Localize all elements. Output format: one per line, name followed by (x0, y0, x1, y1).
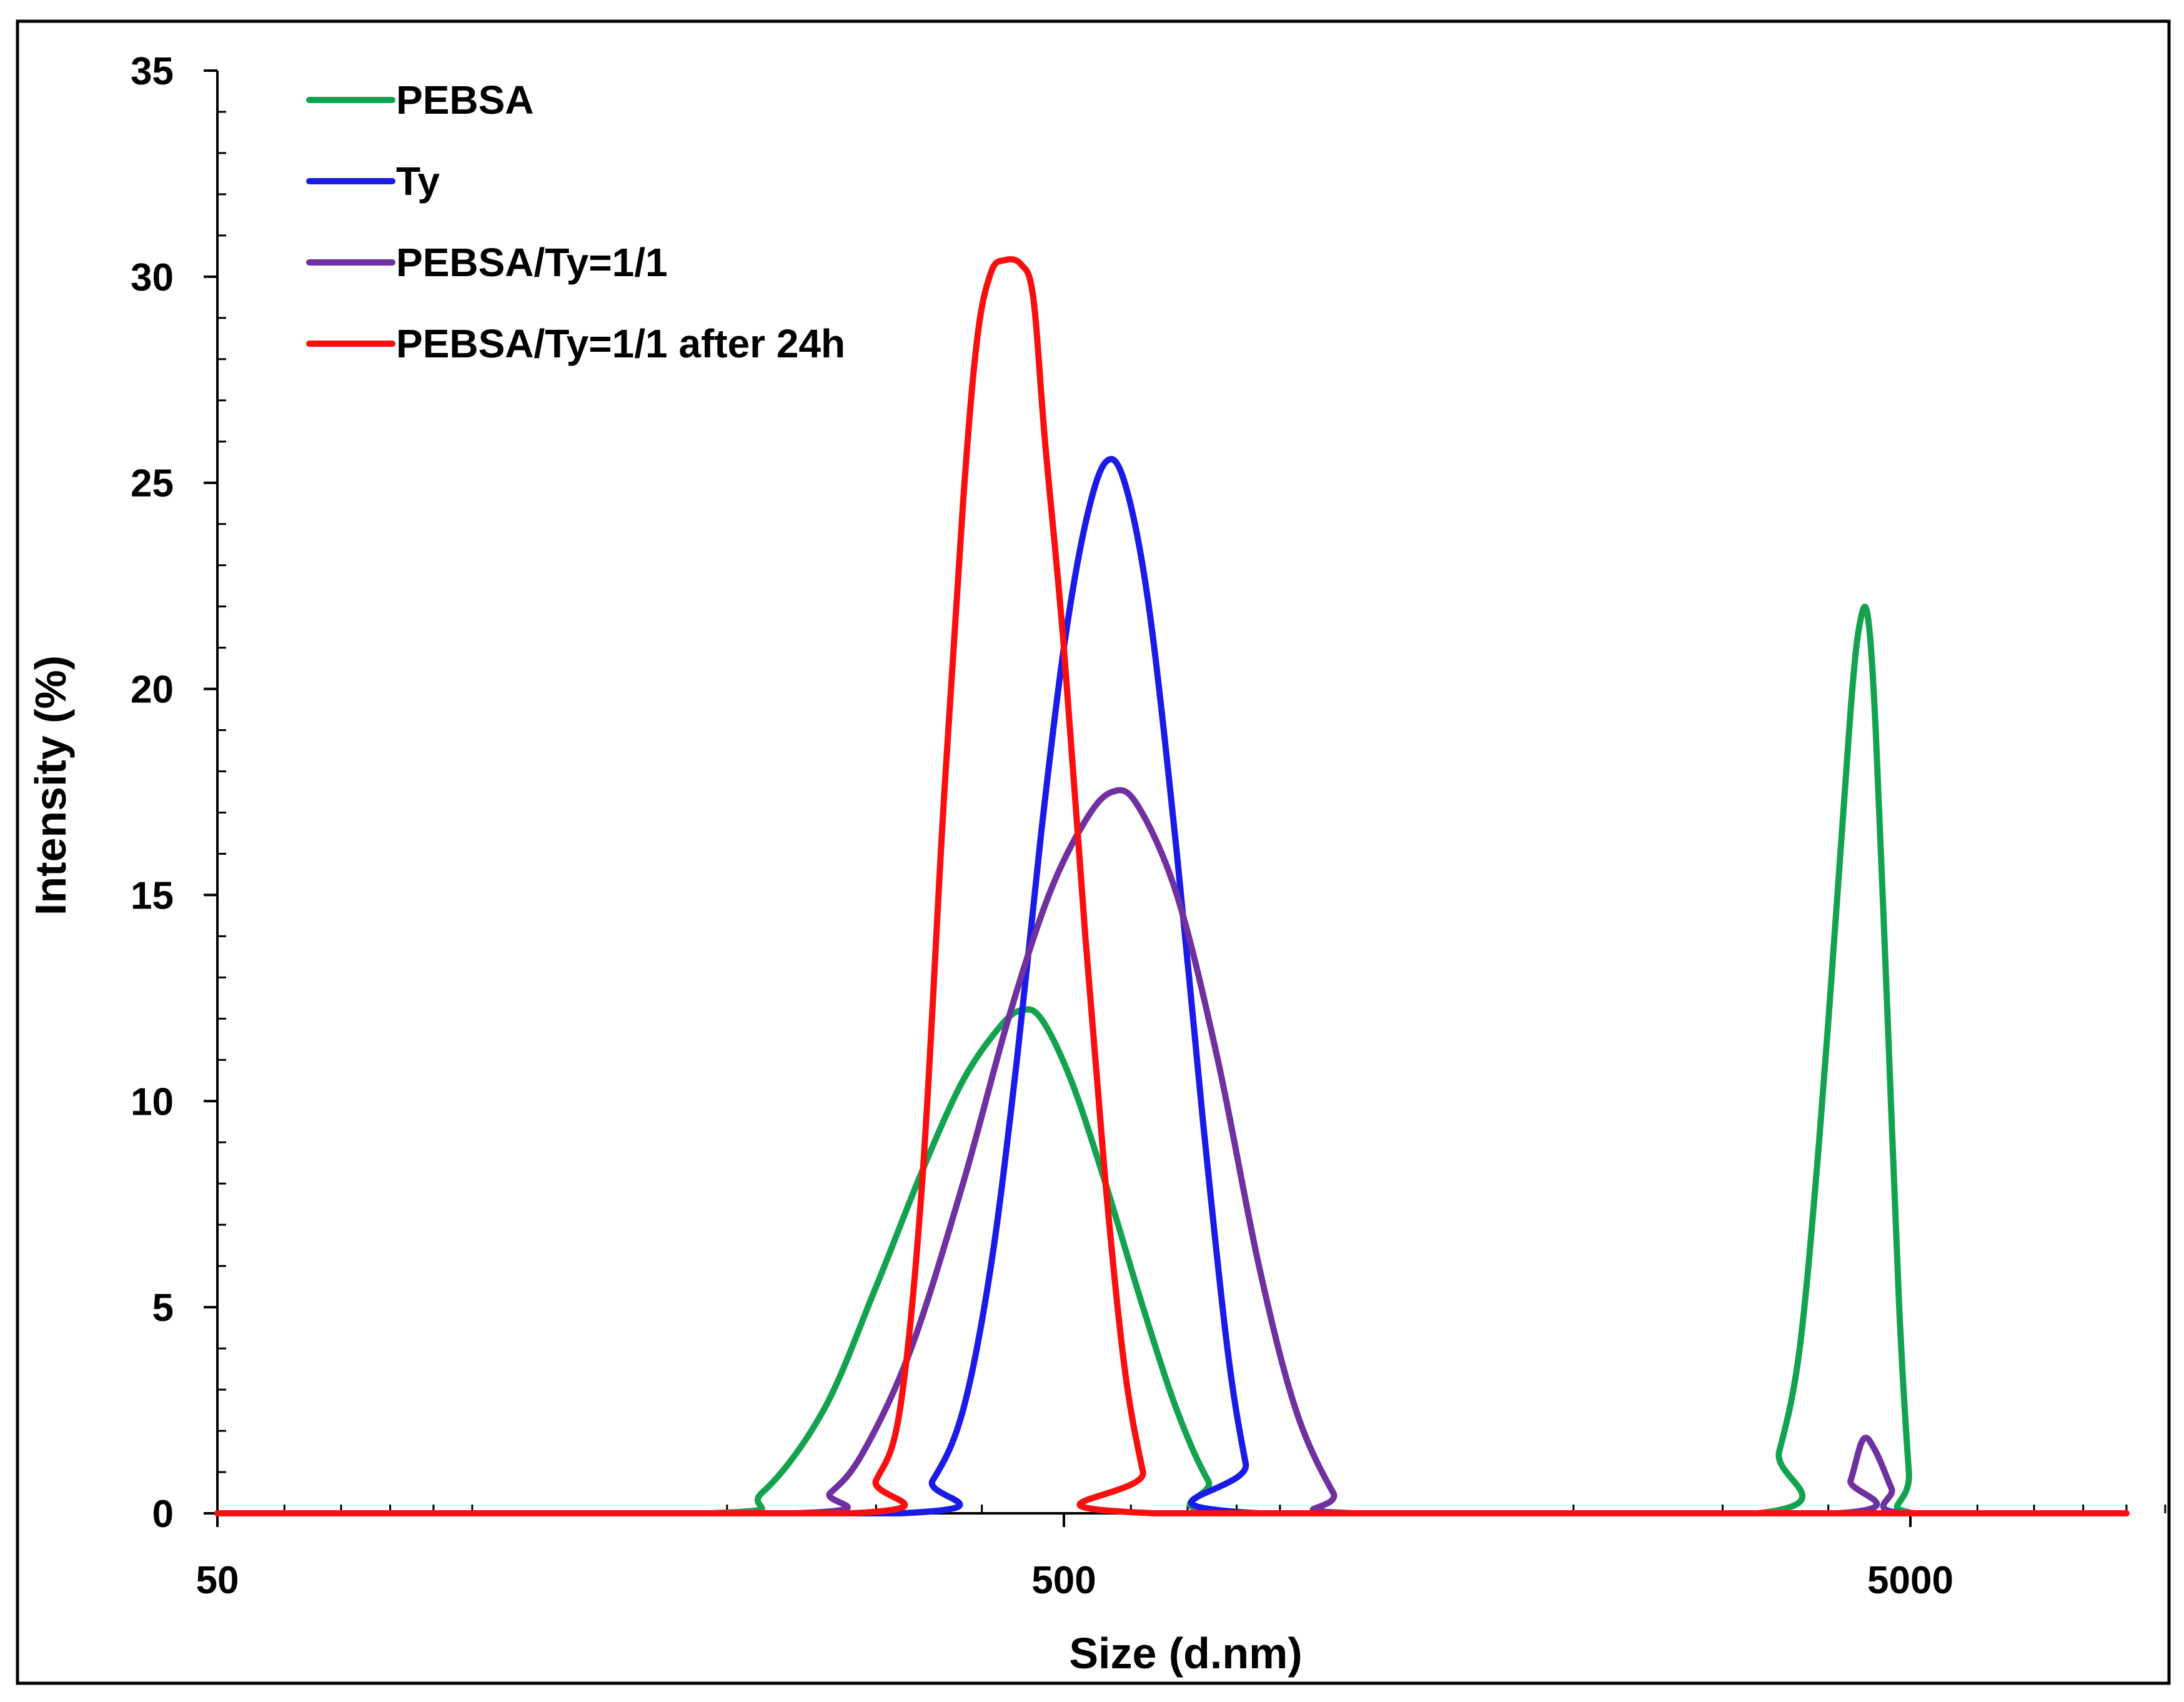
y-tick-label: 0 (152, 1493, 174, 1536)
y-tick-label: 20 (131, 669, 174, 712)
x-axis-title: Size (d.nm) (1069, 1629, 1302, 1678)
legend-label-ty: Ty (396, 159, 440, 204)
y-ticks: 0 5 10 15 20 25 30 35 (131, 50, 226, 1536)
legend-label-pebsa-ty-1-1: PEBSA/Ty=1/1 (396, 240, 668, 285)
series-group (214, 256, 2130, 1517)
y-tick-label: 35 (131, 50, 174, 93)
series-line-pebsa-ty-1-1 (214, 787, 2130, 1517)
legend: PEBSA Ty PEBSA/Ty=1/1 PEBSA/Ty=1/1 after 24… (306, 77, 845, 366)
y-tick-label: 10 (131, 1080, 174, 1123)
y-tick-label: 30 (131, 256, 174, 299)
series-line-ty (214, 455, 2130, 1517)
chart-border (16, 19, 2171, 1685)
x-tick-label: 500 (1031, 1559, 1096, 1602)
y-tick-label: 25 (131, 462, 174, 505)
x-tick-label: 50 (196, 1559, 239, 1602)
legend-label-pebsa-ty-1-1-after-24h: PEBSA/Ty=1/1 after 24h (396, 321, 845, 366)
x-tick-label: 5000 (1867, 1559, 1953, 1602)
series-line-pebsa-ty-1-1-after-24h (214, 256, 2130, 1517)
y-tick-label: 5 (152, 1286, 174, 1330)
x-ticks: 50 500 5000 (196, 1505, 2167, 1602)
legend-label-pebsa: PEBSA (396, 77, 534, 122)
y-axis-title: Intensity (%) (26, 655, 75, 915)
y-tick-label: 15 (131, 874, 174, 917)
